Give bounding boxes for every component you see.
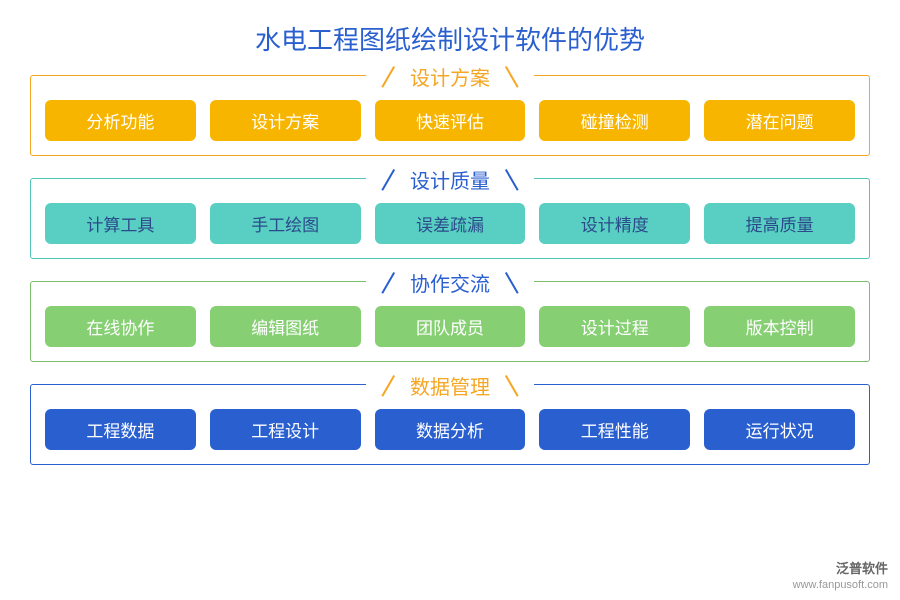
sections-container: 设计方案分析功能设计方案快速评估碰撞检测潜在问题设计质量计算工具手工绘图误差疏漏…	[30, 75, 870, 465]
tag: 版本控制	[704, 306, 855, 347]
section-title: 设计方案	[366, 62, 534, 91]
tag: 工程设计	[210, 409, 361, 450]
tag: 设计过程	[539, 306, 690, 347]
watermark-brand: 泛普软件	[793, 561, 888, 578]
section-1: 设计质量计算工具手工绘图误差疏漏设计精度提高质量	[30, 178, 870, 259]
tag: 分析功能	[45, 100, 196, 141]
tag: 提高质量	[704, 203, 855, 244]
tag: 快速评估	[375, 100, 526, 141]
page-title: 水电工程图纸绘制设计软件的优势	[30, 20, 870, 57]
tag: 数据分析	[375, 409, 526, 450]
section-3: 数据管理工程数据工程设计数据分析工程性能运行状况	[30, 384, 870, 465]
section-2: 协作交流在线协作编辑图纸团队成员设计过程版本控制	[30, 281, 870, 362]
section-title: 协作交流	[366, 268, 534, 297]
tag: 运行状况	[704, 409, 855, 450]
tag: 团队成员	[375, 306, 526, 347]
tag: 误差疏漏	[375, 203, 526, 244]
tag: 潜在问题	[704, 100, 855, 141]
tag: 在线协作	[45, 306, 196, 347]
watermark-url: www.fanpusoft.com	[793, 578, 888, 592]
tag: 碰撞检测	[539, 100, 690, 141]
watermark: 泛普软件 www.fanpusoft.com	[793, 561, 888, 592]
tag-row: 分析功能设计方案快速评估碰撞检测潜在问题	[45, 100, 855, 141]
tag: 设计方案	[210, 100, 361, 141]
tag-row: 计算工具手工绘图误差疏漏设计精度提高质量	[45, 203, 855, 244]
tag-row: 在线协作编辑图纸团队成员设计过程版本控制	[45, 306, 855, 347]
tag: 手工绘图	[210, 203, 361, 244]
tag: 工程数据	[45, 409, 196, 450]
tag-row: 工程数据工程设计数据分析工程性能运行状况	[45, 409, 855, 450]
section-title: 数据管理	[366, 371, 534, 400]
tag: 计算工具	[45, 203, 196, 244]
tag: 设计精度	[539, 203, 690, 244]
tag: 编辑图纸	[210, 306, 361, 347]
section-title: 设计质量	[366, 165, 534, 194]
section-0: 设计方案分析功能设计方案快速评估碰撞检测潜在问题	[30, 75, 870, 156]
tag: 工程性能	[539, 409, 690, 450]
